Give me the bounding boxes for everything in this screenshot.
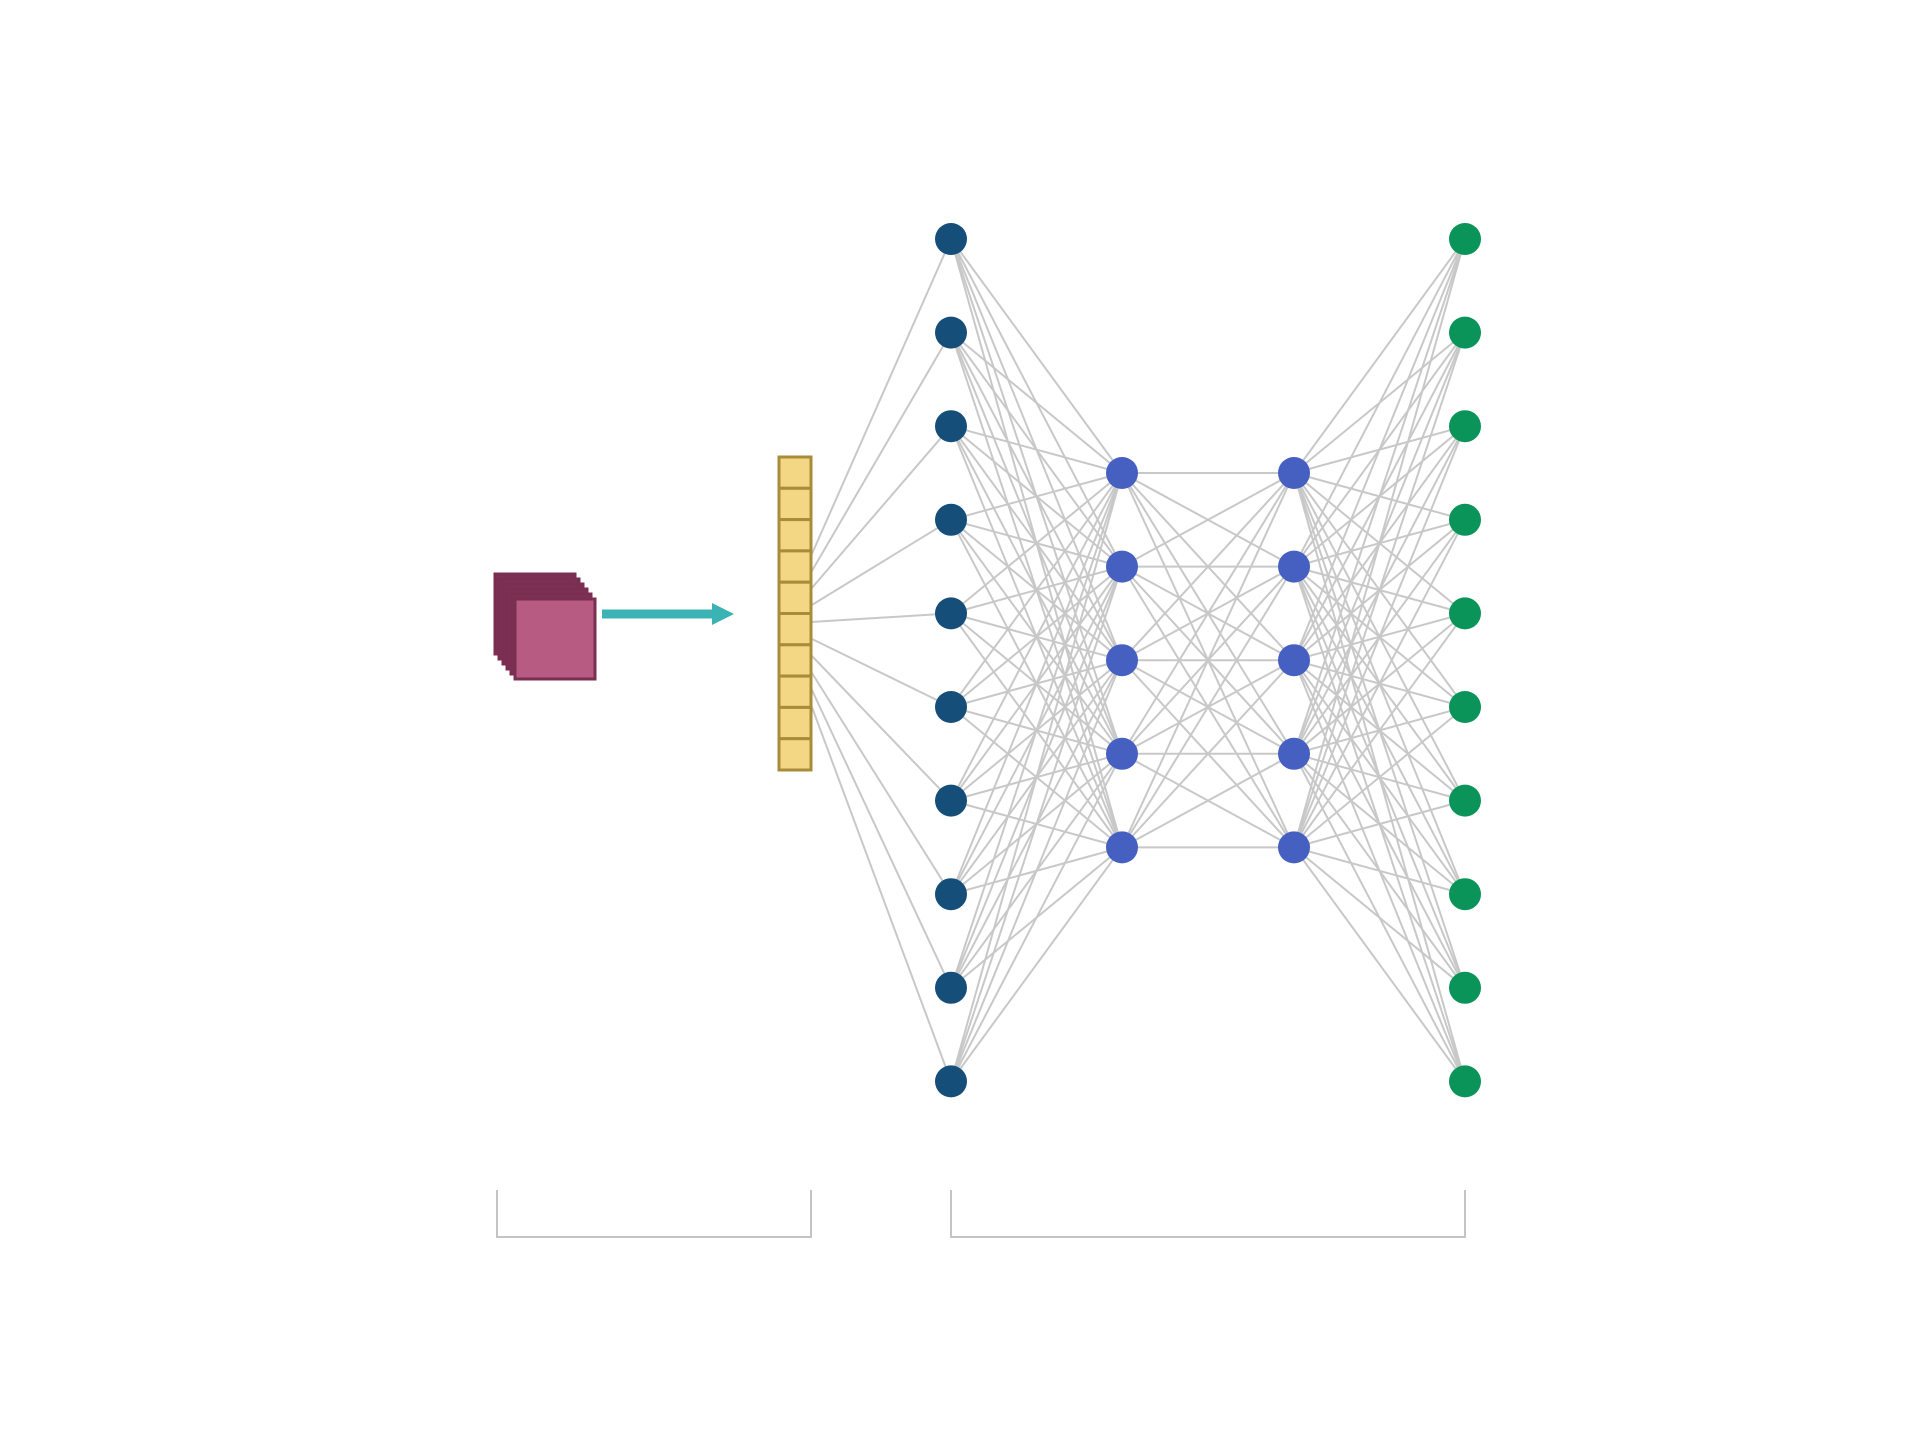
neuron-connection xyxy=(950,472,1123,708)
neuron-connection xyxy=(1121,659,1295,849)
neuron-connection xyxy=(1293,238,1466,474)
neuron xyxy=(1449,1065,1481,1098)
neuron xyxy=(1278,737,1310,770)
neuron xyxy=(1106,457,1138,489)
neuron xyxy=(1278,457,1310,489)
flatten-cell xyxy=(777,455,813,490)
flatten-vector xyxy=(777,455,813,772)
input-layer xyxy=(935,223,967,1098)
neuron-connection xyxy=(1293,846,1466,989)
flatten-connection xyxy=(810,238,952,557)
neuron xyxy=(935,971,967,1004)
neuron-connection xyxy=(950,472,1123,895)
neuron xyxy=(1278,644,1310,677)
neuron-connection xyxy=(950,238,1123,474)
right-arrow-icon xyxy=(602,603,734,625)
neuron-connection xyxy=(950,472,1123,802)
neuron-connection xyxy=(1293,238,1466,661)
neuron-connection xyxy=(1293,238,1466,755)
flatten-cell xyxy=(777,518,813,553)
neuron xyxy=(1106,550,1138,583)
neuron xyxy=(1449,971,1481,1004)
neuron-connection xyxy=(1293,799,1466,849)
flatten-cell xyxy=(777,705,813,741)
neuron-connection xyxy=(1121,472,1295,568)
neuron-connection xyxy=(950,472,1123,521)
flatten-cell xyxy=(777,580,813,616)
feature-extraction-bracket xyxy=(496,1190,812,1238)
connections xyxy=(810,238,1466,1082)
stacked-feature-maps-icon xyxy=(493,572,597,681)
neuron-connection xyxy=(1121,472,1295,848)
hidden-layer-1 xyxy=(1106,457,1138,864)
neuron xyxy=(935,316,967,349)
neuron xyxy=(935,691,967,723)
flatten-cell xyxy=(777,674,813,709)
neuron xyxy=(1449,223,1481,255)
neuron-connection xyxy=(1121,472,1295,755)
neuron xyxy=(935,597,967,630)
neuron-connection xyxy=(950,425,1123,474)
neuron-connection xyxy=(1293,238,1466,848)
neuron-connection xyxy=(1293,425,1466,848)
flatten-cell xyxy=(777,549,813,584)
flatten-connection xyxy=(810,612,952,623)
neuron-connection xyxy=(1121,472,1295,661)
classification-bracket xyxy=(950,1190,1466,1238)
flatten-cell xyxy=(777,737,813,772)
neuron-connection xyxy=(950,472,1123,1082)
flatten-cell xyxy=(777,612,813,647)
neuron xyxy=(1449,316,1481,349)
neuron xyxy=(935,1065,967,1098)
neuron-connection xyxy=(950,566,1123,1082)
neuron xyxy=(1449,784,1481,817)
neuron-connection xyxy=(950,846,1123,1082)
neuron xyxy=(935,223,967,255)
neuron-connection xyxy=(1293,846,1466,896)
neuron-connection xyxy=(1293,238,1466,568)
flatten-connection xyxy=(810,425,952,590)
neuron-connection xyxy=(1121,752,1295,849)
neuron-connection xyxy=(1293,332,1466,848)
flatten-connection xyxy=(810,687,952,989)
neuron-connection xyxy=(950,331,1123,474)
neuron xyxy=(1449,597,1481,630)
neuron-connection xyxy=(1121,566,1295,848)
neuron-connection xyxy=(1293,519,1466,848)
neuron xyxy=(1449,878,1481,911)
neuron xyxy=(935,784,967,817)
neurons xyxy=(935,223,1481,1098)
neuron xyxy=(1278,831,1310,864)
neuron xyxy=(935,410,967,443)
neuron xyxy=(1106,644,1138,677)
brackets xyxy=(496,1190,1466,1238)
neuron-connection xyxy=(1293,612,1466,848)
neuron xyxy=(935,878,967,911)
output-layer xyxy=(1449,223,1481,1098)
neuron xyxy=(1278,550,1310,583)
flatten-connection xyxy=(810,654,952,802)
flatten-connection xyxy=(810,518,952,607)
neuron-connection xyxy=(950,753,1123,1082)
hidden-layer-2 xyxy=(1278,457,1310,864)
neuron xyxy=(1449,503,1481,536)
feature-map xyxy=(513,597,597,681)
flatten-cell xyxy=(777,643,813,678)
neuron xyxy=(1106,737,1138,770)
neuron xyxy=(935,503,967,536)
neuron-connection xyxy=(1293,846,1466,1082)
flatten-connection xyxy=(810,637,952,708)
neuron xyxy=(1449,410,1481,443)
neuron-connection xyxy=(950,659,1123,1082)
neuron-connection xyxy=(1293,706,1466,849)
neuron xyxy=(1449,691,1481,723)
flatten-cell xyxy=(777,486,813,522)
neuron xyxy=(1106,831,1138,864)
flatten-connection xyxy=(810,332,952,574)
neuron-connection xyxy=(950,472,1123,615)
flatten-connection xyxy=(810,670,952,895)
flatten-connection xyxy=(810,704,952,1082)
neuron-connection xyxy=(950,472,1123,989)
